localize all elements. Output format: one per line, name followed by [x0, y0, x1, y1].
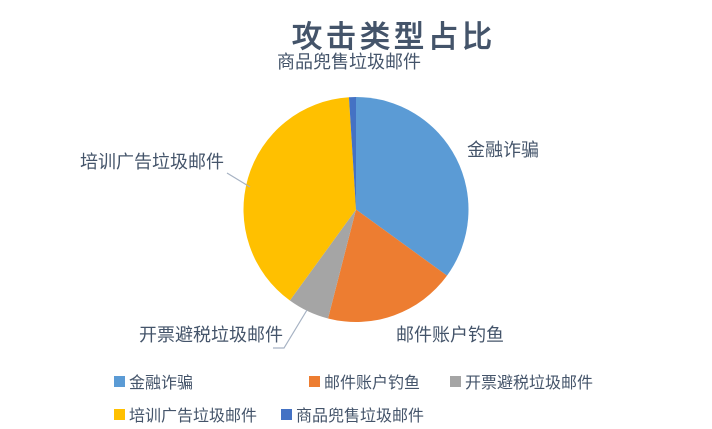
- legend-swatch-blue: [114, 375, 125, 387]
- legend-swatch-orange: [309, 375, 320, 387]
- legend-item-invoice-spam[interactable]: 开票避税垃圾邮件: [450, 369, 593, 393]
- pie-slice-1-account-phishing[interactable]: [328, 209, 448, 323]
- data-label-account-phishing: 邮件账户钓鱼: [396, 325, 504, 345]
- legend-swatch-gray: [450, 375, 461, 387]
- legend-item-product-spam[interactable]: 商品兜售垃圾邮件: [281, 402, 424, 426]
- legend-label: 商品兜售垃圾邮件: [296, 408, 425, 425]
- leader-line-training-slice: [226, 172, 251, 188]
- data-label-invoice-spam: 开票避税垃圾邮件: [139, 325, 283, 345]
- data-label-financial-fraud: 金融诈骗: [467, 140, 539, 160]
- chart-title: 攻击类型占比: [292, 21, 496, 54]
- legend-item-financial-fraud[interactable]: 金融诈骗: [114, 369, 193, 393]
- pie-slice-0-financial-fraud[interactable]: [356, 97, 469, 276]
- pie-slice-2-invoice-spam[interactable]: [289, 209, 356, 319]
- legend-item-account-phishing[interactable]: 邮件账户钓鱼: [309, 369, 420, 393]
- legend-swatch-darkblue: [281, 408, 292, 420]
- data-label-training-spam: 培训广告垃圾邮件: [80, 152, 224, 172]
- legend-item-training-spam[interactable]: 培训广告垃圾邮件: [114, 402, 257, 426]
- pie-slice-3-training-spam[interactable]: [243, 97, 356, 301]
- legend-label: 培训广告垃圾邮件: [129, 408, 258, 425]
- legend-label: 开票避税垃圾邮件: [465, 375, 594, 392]
- legend-swatch-yellow: [114, 408, 125, 420]
- data-label-product-spam: 商品兜售垃圾邮件: [277, 52, 421, 72]
- pie-slice-4-product-spam[interactable]: [348, 97, 356, 210]
- legend-label: 金融诈骗: [129, 375, 194, 392]
- pie-slices: [243, 97, 469, 323]
- leader-line-invoice-slice: [273, 309, 308, 349]
- legend-label: 邮件账户钓鱼: [324, 375, 421, 392]
